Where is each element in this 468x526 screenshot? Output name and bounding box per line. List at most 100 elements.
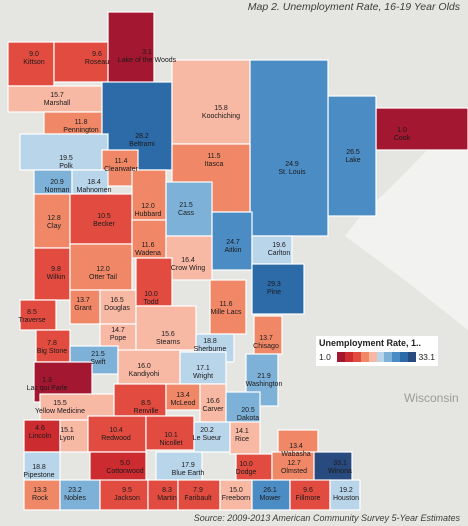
county-value-label: 18.8 bbox=[32, 464, 46, 471]
county-name-label: Washington bbox=[246, 381, 283, 388]
legend-color-scale bbox=[337, 352, 417, 362]
county-name-label: Redwood bbox=[101, 435, 131, 442]
county-name-label: Douglas bbox=[104, 305, 130, 312]
county-martin[interactable] bbox=[147, 479, 179, 511]
county-name-label: Pine bbox=[267, 289, 281, 296]
county-value-label: 19.5 bbox=[59, 155, 73, 162]
county-name-label: Wright bbox=[193, 373, 213, 380]
county-name-label: Stearns bbox=[156, 339, 181, 346]
county-name-label: Faribault bbox=[184, 495, 211, 502]
county-marshall[interactable] bbox=[7, 85, 103, 113]
county-value-label: 10.0 bbox=[144, 291, 158, 298]
county-value-label: 10.4 bbox=[109, 427, 123, 434]
county-value-label: 16.4 bbox=[181, 257, 195, 264]
county-koochiching[interactable] bbox=[171, 59, 253, 145]
legend: Unemployment Rate, 1.. 1.0 33.1 bbox=[316, 336, 438, 366]
county-mahnomen[interactable] bbox=[71, 169, 109, 195]
county-cook[interactable] bbox=[375, 107, 468, 151]
county-name-label: Dakota bbox=[237, 415, 259, 422]
county-rice[interactable] bbox=[229, 421, 261, 455]
county-name-label: Mower bbox=[259, 495, 281, 502]
county-fillmore[interactable] bbox=[289, 479, 331, 511]
county-name-label: Cass bbox=[178, 210, 194, 217]
county-name-label: Pope bbox=[110, 335, 126, 342]
county-value-label: 17.9 bbox=[181, 462, 195, 469]
county-value-label: 26.5 bbox=[346, 149, 360, 156]
county-name-label: Lincoln bbox=[29, 433, 51, 440]
county-blue-earth[interactable] bbox=[155, 451, 203, 485]
county-wilkin[interactable] bbox=[33, 247, 71, 301]
county-name-label: McLeod bbox=[171, 400, 196, 407]
legend-swatch bbox=[384, 352, 393, 362]
county-lake[interactable] bbox=[327, 95, 377, 217]
county-olmsted[interactable] bbox=[271, 451, 315, 483]
county-name-label: Fillmore bbox=[296, 495, 321, 502]
county-becker[interactable] bbox=[69, 193, 133, 245]
county-lyon[interactable] bbox=[59, 419, 89, 453]
county-value-label: 1.3 bbox=[42, 377, 52, 384]
county-mower[interactable] bbox=[251, 479, 291, 511]
county-value-label: 7.9 bbox=[193, 487, 203, 494]
county-st-louis[interactable] bbox=[249, 59, 329, 237]
county-carlton[interactable] bbox=[251, 235, 293, 265]
county-name-label: Wabasha bbox=[281, 451, 310, 458]
county-freeborn[interactable] bbox=[219, 479, 253, 511]
county-name-label: Polk bbox=[59, 163, 73, 170]
county-redwood[interactable] bbox=[87, 415, 147, 453]
county-name-label: Swift bbox=[90, 359, 105, 366]
county-value-label: 5.0 bbox=[120, 460, 130, 467]
county-value-label: 9.8 bbox=[51, 266, 61, 273]
county-name-label: Beltrami bbox=[129, 141, 155, 148]
county-value-label: 15.0 bbox=[229, 487, 243, 494]
county-kittson[interactable] bbox=[7, 41, 55, 87]
legend-swatch bbox=[392, 352, 401, 362]
county-value-label: 12.0 bbox=[96, 266, 110, 273]
county-pine[interactable] bbox=[251, 263, 305, 315]
county-value-label: 8.3 bbox=[162, 487, 172, 494]
county-value-label: 9.6 bbox=[303, 487, 313, 494]
legend-swatch bbox=[368, 352, 377, 362]
county-value-label: 13.4 bbox=[289, 443, 303, 450]
county-cass[interactable] bbox=[165, 181, 213, 237]
county-mille-lacs[interactable] bbox=[209, 279, 247, 335]
legend-max-label: 33.1 bbox=[418, 352, 435, 362]
county-kandiyohi[interactable] bbox=[117, 349, 181, 385]
county-nicollet[interactable] bbox=[145, 415, 195, 451]
county-value-label: 17.1 bbox=[196, 365, 210, 372]
county-traverse[interactable] bbox=[19, 299, 57, 331]
county-polk[interactable] bbox=[19, 133, 109, 171]
county-value-label: 19.2 bbox=[339, 487, 353, 494]
county-name-label: Wilkin bbox=[47, 274, 66, 281]
county-name-label: Norman bbox=[45, 187, 70, 194]
county-value-label: 23.2 bbox=[68, 487, 82, 494]
county-pipestone[interactable] bbox=[23, 451, 61, 481]
legend-swatch bbox=[337, 352, 345, 362]
county-value-label: 26.1 bbox=[263, 487, 277, 494]
county-otter-tail[interactable] bbox=[69, 243, 133, 291]
county-name-label: Jackson bbox=[114, 495, 140, 502]
county-wright[interactable] bbox=[179, 351, 227, 385]
county-clay[interactable] bbox=[33, 193, 71, 249]
county-roseau[interactable] bbox=[53, 41, 109, 83]
county-name-label: Wadena bbox=[135, 250, 161, 257]
county-value-label: 12.7 bbox=[287, 460, 301, 467]
county-lincoln[interactable] bbox=[23, 419, 61, 453]
county-name-label: Yellow Medicine bbox=[35, 408, 85, 415]
legend-swatch bbox=[360, 352, 369, 362]
county-value-label: 13.7 bbox=[259, 335, 273, 342]
county-value-label: 11.5 bbox=[207, 153, 220, 160]
county-value-label: 7.8 bbox=[47, 340, 57, 347]
county-houston[interactable] bbox=[329, 479, 361, 511]
county-le-sueur[interactable] bbox=[193, 421, 231, 453]
county-carver[interactable] bbox=[199, 383, 227, 423]
county-value-label: 20.5 bbox=[241, 407, 255, 414]
county-rock[interactable] bbox=[23, 479, 61, 511]
county-name-label: Grant bbox=[74, 305, 92, 312]
county-grant[interactable] bbox=[69, 289, 101, 325]
county-cottonwood[interactable] bbox=[89, 451, 147, 483]
county-crow-wing[interactable] bbox=[165, 235, 213, 281]
legend-swatch bbox=[376, 352, 385, 362]
county-nobles[interactable] bbox=[59, 479, 101, 511]
county-aitkin[interactable] bbox=[211, 211, 253, 271]
